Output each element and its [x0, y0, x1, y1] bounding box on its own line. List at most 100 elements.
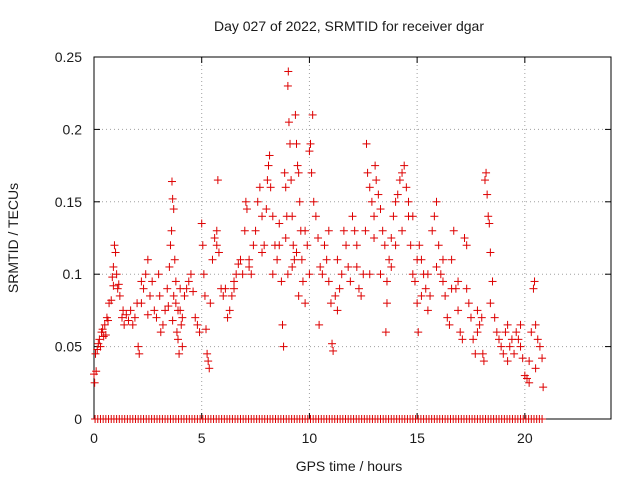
- data-point: [236, 255, 245, 264]
- data-point: [361, 226, 370, 235]
- data-point: [376, 270, 385, 279]
- data-point: [171, 299, 180, 308]
- x-axis-label: GPS time / hours: [296, 458, 403, 474]
- data-point: [118, 313, 127, 322]
- data-point: [166, 241, 175, 250]
- data-point: [514, 335, 523, 344]
- data-point: [135, 349, 144, 358]
- data-point: [137, 277, 146, 286]
- data-point: [469, 335, 478, 344]
- data-point: [337, 270, 346, 279]
- data-point: [512, 328, 521, 337]
- data-point: [306, 139, 315, 148]
- data-point: [482, 168, 491, 177]
- data-point: [335, 284, 344, 293]
- data-point: [258, 248, 267, 257]
- data-point: [295, 197, 304, 206]
- data-point: [371, 161, 380, 170]
- data-point: [483, 190, 492, 199]
- data-point: [535, 342, 544, 351]
- data-point: [275, 219, 284, 228]
- data-point: [408, 212, 417, 221]
- data-points: [90, 67, 548, 423]
- data-point: [365, 183, 374, 192]
- data-point: [339, 226, 348, 235]
- data-point: [234, 260, 243, 269]
- data-point: [539, 383, 548, 392]
- data-point: [389, 212, 398, 221]
- data-point: [370, 234, 379, 242]
- y-tick-label: 0.25: [55, 49, 82, 65]
- data-point: [365, 270, 374, 279]
- data-point: [202, 325, 211, 334]
- data-point: [294, 291, 303, 300]
- data-point: [134, 342, 143, 351]
- data-point: [124, 316, 133, 325]
- data-point: [212, 241, 221, 250]
- data-point: [501, 328, 510, 337]
- data-point: [148, 277, 157, 286]
- data-point: [122, 310, 131, 319]
- data-point: [294, 168, 303, 177]
- x-tick-labels: 0 5 10 15 20: [90, 430, 533, 446]
- data-point: [99, 332, 108, 341]
- data-point: [101, 331, 110, 340]
- data-point: [443, 313, 452, 322]
- data-point: [510, 349, 519, 358]
- data-point: [275, 241, 284, 250]
- data-point: [146, 291, 155, 300]
- data-point: [287, 176, 296, 185]
- data-point: [370, 212, 379, 221]
- data-point: [203, 349, 212, 358]
- data-point: [376, 205, 385, 214]
- data-point: [441, 291, 450, 300]
- data-point: [363, 168, 372, 177]
- data-point: [391, 241, 400, 250]
- data-point: [505, 342, 514, 351]
- data-point: [284, 118, 293, 127]
- data-point: [533, 335, 542, 344]
- data-point: [206, 299, 215, 308]
- data-point: [98, 325, 107, 334]
- data-point: [281, 234, 290, 242]
- data-point: [447, 255, 456, 264]
- data-point: [320, 241, 329, 250]
- data-point: [258, 212, 267, 221]
- data-point: [480, 176, 489, 185]
- data-point: [262, 205, 271, 214]
- data-point: [107, 296, 116, 305]
- data-point: [281, 183, 290, 192]
- data-point: [156, 328, 165, 337]
- data-point: [518, 354, 527, 363]
- data-point: [114, 280, 123, 289]
- data-point: [104, 316, 113, 325]
- data-point: [398, 168, 407, 177]
- data-point: [529, 284, 538, 293]
- data-point: [174, 306, 183, 315]
- data-point: [477, 313, 486, 322]
- x-tick-label: 0: [90, 430, 98, 446]
- data-point: [530, 277, 539, 286]
- data-point: [247, 270, 256, 279]
- data-point: [423, 306, 432, 315]
- data-point: [273, 255, 282, 264]
- data-point: [221, 284, 230, 293]
- data-point: [490, 313, 499, 322]
- data-point: [525, 378, 534, 387]
- data-point: [322, 255, 331, 264]
- data-point: [398, 226, 407, 235]
- data-point: [109, 281, 118, 290]
- data-point: [387, 234, 396, 242]
- data-point: [382, 277, 391, 286]
- data-point: [430, 212, 439, 221]
- data-point: [305, 270, 314, 279]
- data-point: [499, 349, 508, 358]
- data-point: [311, 212, 320, 221]
- data-point: [326, 299, 335, 308]
- data-point: [414, 328, 423, 337]
- data-point: [230, 284, 239, 293]
- data-point: [245, 262, 254, 271]
- data-point: [415, 241, 424, 250]
- data-point: [531, 320, 540, 329]
- data-point: [308, 110, 317, 119]
